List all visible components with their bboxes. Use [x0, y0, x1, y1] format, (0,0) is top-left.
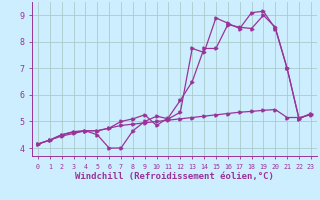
X-axis label: Windchill (Refroidissement éolien,°C): Windchill (Refroidissement éolien,°C): [75, 172, 274, 181]
